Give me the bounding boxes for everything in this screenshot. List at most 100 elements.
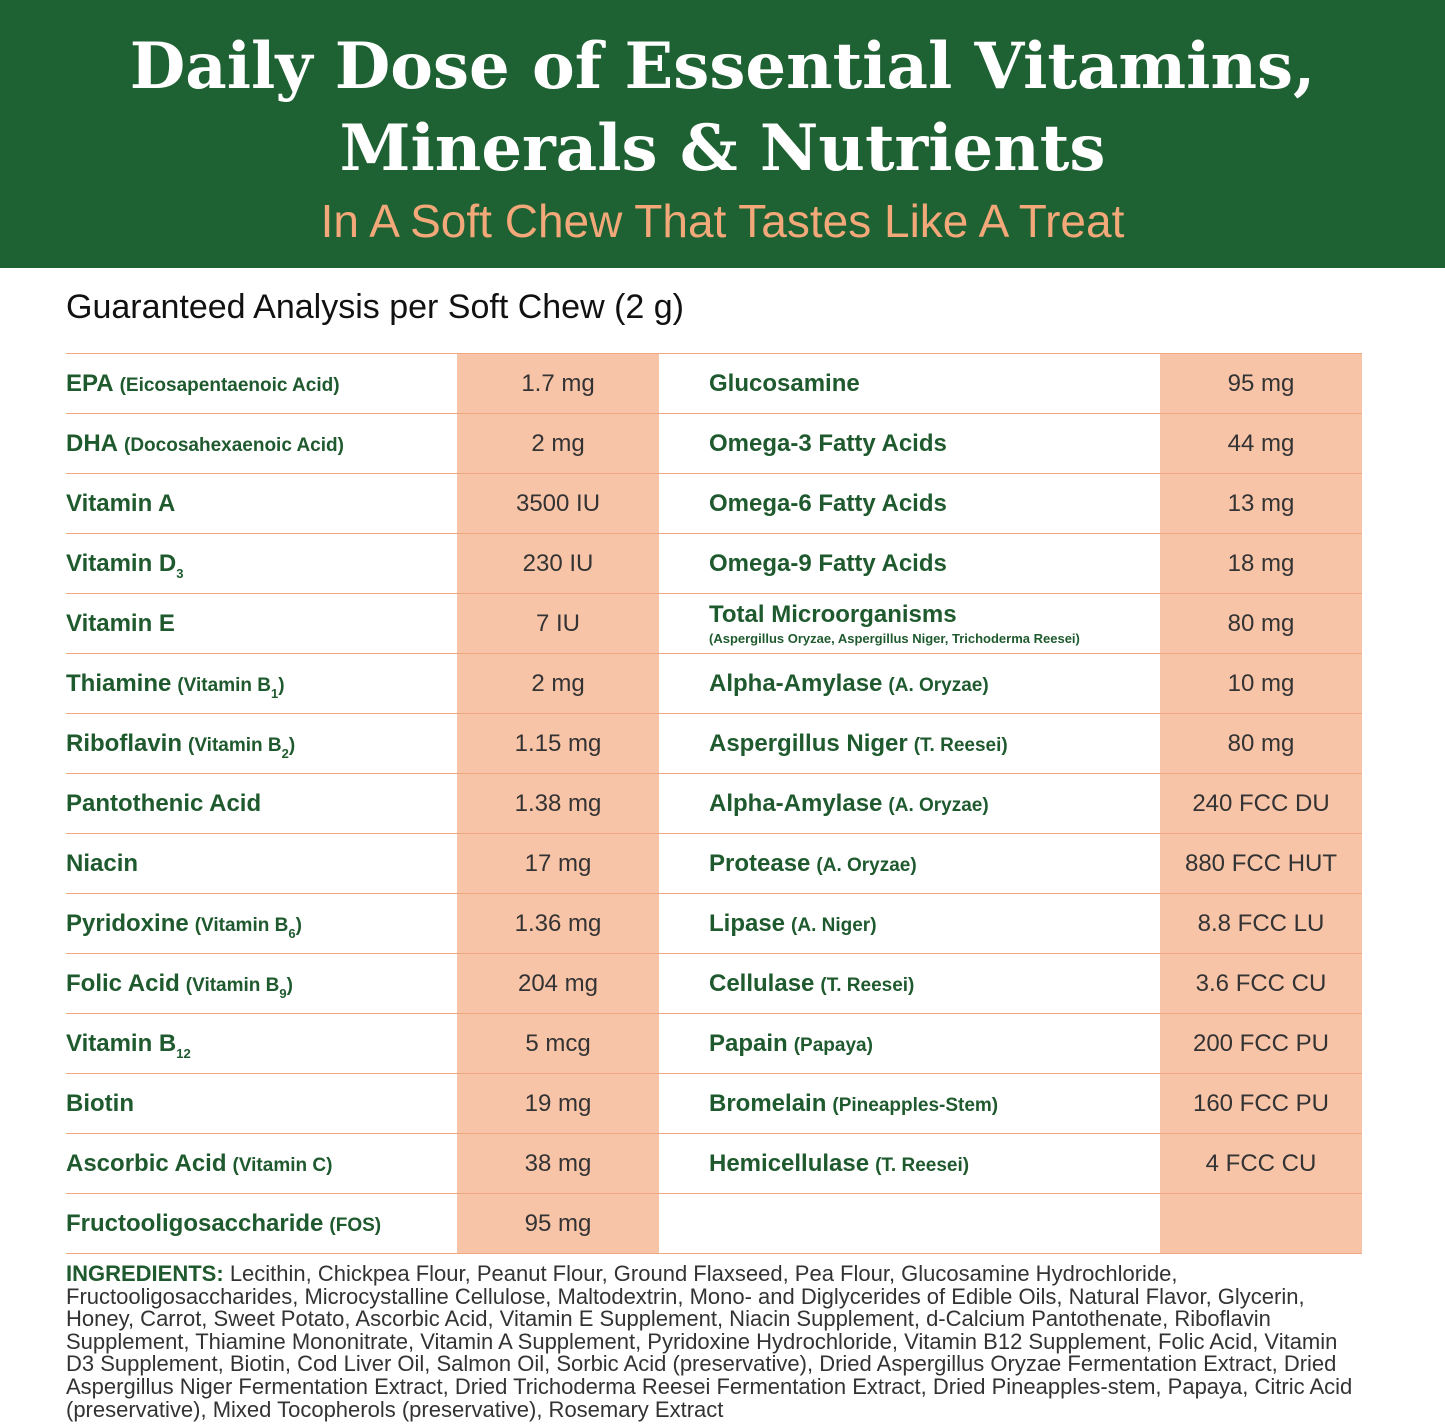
- nutrient-label: Omega-6 Fatty Acids: [709, 490, 947, 518]
- label-name: Vitamin D: [66, 549, 177, 577]
- amount: 200 FCC PU: [1192, 1029, 1330, 1057]
- label-name: Vitamin E: [66, 609, 175, 637]
- label-note: (T. Reesei): [913, 734, 1008, 756]
- label-name: Protease: [709, 849, 811, 877]
- amount: 80 mg: [1227, 729, 1295, 757]
- label-name: DHA: [66, 429, 118, 457]
- amount-cell: 8.8 FCC LU: [1160, 894, 1362, 953]
- amount-cell: 204 mg: [457, 954, 659, 1013]
- label-name: Ascorbic Acid: [66, 1149, 227, 1177]
- table-row: Vitamin A 3500 IU Omega-6 Fatty Acids 13 mg: [66, 474, 1362, 534]
- amount: 38 mg: [524, 1149, 592, 1177]
- label-note: (A. Niger): [791, 914, 877, 936]
- amount: 204 mg: [517, 969, 599, 997]
- table-row: Pyridoxine (Vitamin B6) 1.36 mg Lipase (A. N…: [66, 894, 1362, 954]
- name-cell: Papain (Papaya): [659, 1014, 1160, 1073]
- nutrient-label: Pantothenic Acid: [66, 790, 261, 818]
- amount: 1.36 mg: [514, 909, 602, 937]
- nutrient-label: Thiamine (Vitamin B1): [66, 670, 285, 701]
- label-name: Pyridoxine: [66, 909, 189, 937]
- label-name: Papain: [709, 1029, 788, 1057]
- label-note: (T. Reesei): [820, 974, 915, 996]
- nutrient-label: Pyridoxine (Vitamin B6): [66, 909, 302, 941]
- table-row: Pantothenic Acid 1.38 mg Alpha-Amylase (A. …: [66, 774, 1362, 834]
- nutrient-label: Aspergillus Niger (T. Reesei): [709, 730, 1008, 758]
- header: Daily Dose of Essential Vitamins, Minera…: [0, 0, 1445, 268]
- ingredients: INGREDIENTS: Lecithin, Chickpea Flour, P…: [66, 1261, 1366, 1421]
- amount-cell: 1.36 mg: [457, 894, 659, 953]
- label-close: ): [288, 734, 296, 756]
- table-row: DHA (Docosahexaenoic Acid) 2 mg Omega-3 Fat…: [66, 414, 1362, 474]
- name-cell: Omega-6 Fatty Acids: [659, 474, 1160, 533]
- name-cell: Vitamin B12: [66, 1014, 457, 1073]
- amount-cell: 2 mg: [457, 414, 659, 473]
- amount: 10 mg: [1227, 669, 1295, 697]
- label-small: (Aspergillus Oryzae, Aspergillus Niger, …: [709, 631, 1080, 646]
- amount-cell: 95 mg: [1160, 354, 1362, 413]
- amount-cell: 1.38 mg: [457, 774, 659, 833]
- ingredients-label: INGREDIENTS:: [66, 1261, 224, 1286]
- name-cell: Vitamin E: [66, 594, 457, 653]
- nutrient-label: Vitamin E: [66, 610, 175, 638]
- amount: 2 mg: [531, 669, 585, 697]
- label-note: (Papaya): [793, 1034, 873, 1056]
- subtitle: In A Soft Chew That Tastes Like A Treat: [320, 195, 1125, 247]
- amount-cell: 95 mg: [457, 1194, 659, 1253]
- name-cell: Total Microorganisms (Aspergillus Oryzae,…: [659, 594, 1160, 653]
- nutrient-label: Vitamin A: [66, 490, 175, 518]
- label-name: Riboflavin: [66, 729, 183, 757]
- name-cell: EPA (Eicosapentaenoic Acid): [66, 354, 457, 413]
- label-note: (Vitamin C): [232, 1154, 333, 1176]
- label-name: Fructooligosaccharide: [66, 1209, 324, 1237]
- name-cell: Cellulase (T. Reesei): [659, 954, 1160, 1013]
- name-cell: Riboflavin (Vitamin B2): [66, 714, 457, 773]
- amount-cell: 80 mg: [1160, 714, 1362, 773]
- amount: 880 FCC HUT: [1184, 849, 1338, 877]
- label-name: Bromelain: [709, 1089, 827, 1117]
- label-note: (Vitamin B: [194, 914, 289, 936]
- name-cell: Thiamine (Vitamin B1): [66, 654, 457, 713]
- label-name: Omega-9 Fatty Acids: [709, 549, 947, 577]
- amount: 8.8 FCC LU: [1197, 909, 1325, 937]
- label-sub: 2: [281, 745, 289, 761]
- label-name: Total Microorganisms: [709, 601, 957, 628]
- amount-cell: 17 mg: [457, 834, 659, 893]
- amount: 3.6 FCC CU: [1195, 969, 1327, 997]
- analysis-table: EPA (Eicosapentaenoic Acid) 1.7 mg Glucosam…: [66, 353, 1362, 1254]
- amount-cell: 19 mg: [457, 1074, 659, 1133]
- nutrient-label: Protease (A. Oryzae): [709, 850, 917, 878]
- label-sub: 6: [288, 925, 296, 941]
- name-cell: Pyridoxine (Vitamin B6): [66, 894, 457, 953]
- nutrient-label: Fructooligosaccharide (FOS): [66, 1210, 381, 1238]
- name-cell: [659, 1194, 1160, 1253]
- name-cell: Pantothenic Acid: [66, 774, 457, 833]
- amount-cell: 5 mcg: [457, 1014, 659, 1073]
- label-sub: 9: [279, 985, 287, 1001]
- amount-cell: 7 IU: [457, 594, 659, 653]
- amount: 44 mg: [1227, 429, 1295, 457]
- label-close: ): [286, 974, 293, 996]
- amount: 240 FCC DU: [1192, 789, 1330, 817]
- amount-cell: 13 mg: [1160, 474, 1362, 533]
- label-sub: 3: [176, 565, 184, 581]
- name-cell: Omega-9 Fatty Acids: [659, 534, 1160, 593]
- label-note: (T. Reesei): [875, 1154, 970, 1176]
- amount: 230 IU: [522, 549, 594, 577]
- name-cell: Lipase (A. Niger): [659, 894, 1160, 953]
- nutrient-label: Niacin: [66, 850, 138, 878]
- name-cell: Ascorbic Acid (Vitamin C): [66, 1134, 457, 1193]
- label-note: (FOS): [329, 1214, 382, 1236]
- amount: 160 FCC PU: [1192, 1089, 1330, 1117]
- table-row: Niacin 17 mg Protease (A. Oryzae) 880 FCC HU…: [66, 834, 1362, 894]
- label-name: Vitamin B: [66, 1029, 177, 1057]
- amount-cell: 240 FCC DU: [1160, 774, 1362, 833]
- table-row: Biotin 19 mg Bromelain (Pineapples-Stem) 160…: [66, 1074, 1362, 1134]
- label-name: Niacin: [66, 849, 139, 877]
- table-row: Fructooligosaccharide (FOS) 95 mg: [66, 1194, 1362, 1254]
- table-row: Riboflavin (Vitamin B2) 1.15 mg Aspergillus…: [66, 714, 1362, 774]
- table-heading: Guaranteed Analysis per Soft Chew (2 g): [66, 288, 684, 326]
- label-name: Aspergillus Niger: [709, 729, 908, 757]
- amount-cell: 200 FCC PU: [1160, 1014, 1362, 1073]
- label-name: EPA: [66, 369, 114, 397]
- amount: 1.38 mg: [514, 789, 602, 817]
